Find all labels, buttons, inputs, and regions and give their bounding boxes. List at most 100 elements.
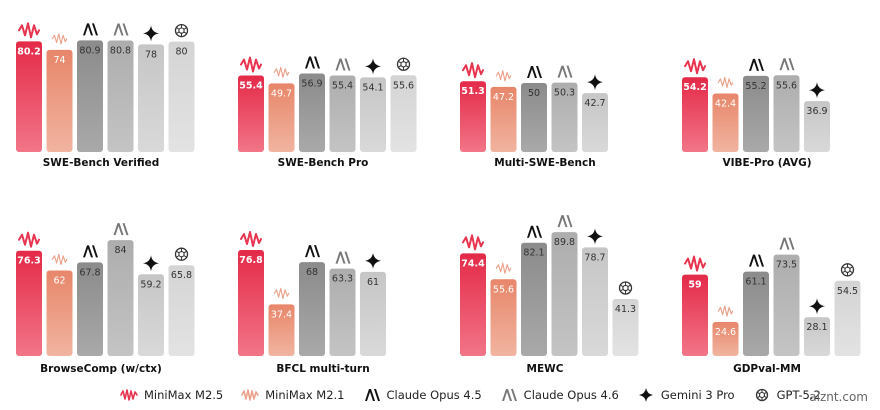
chart-panel: 80.2 74 80.9 80.8 78 80 SWE-Bench Verified: [16, 22, 195, 169]
anthropic-light-icon: [557, 65, 573, 78]
chart-title: GDPval-MM: [733, 363, 801, 375]
bar-value-label: 76.8: [239, 255, 263, 266]
bar: [16, 41, 42, 152]
bar-value-label: 80.9: [79, 45, 100, 56]
bar: [46, 270, 73, 356]
minimax-icon: [684, 58, 706, 75]
minimax-icon: [240, 56, 262, 73]
bar-value-label: 55.2: [745, 81, 766, 92]
bar-value-label: 56.9: [301, 78, 322, 89]
minimax-icon: [462, 62, 484, 79]
gemini-icon: [809, 298, 825, 315]
minimax-light-icon: [495, 70, 512, 82]
chart-title: VIBE-Pro (AVG): [722, 157, 811, 169]
bar-value-label: 67.8: [79, 267, 100, 278]
anthropic-icon: [83, 23, 98, 36]
bar-value-label: 74: [53, 55, 65, 66]
legend-label: MiniMax M2.1: [265, 388, 345, 402]
chart-title: MEWC: [527, 363, 564, 375]
bar: [390, 75, 417, 152]
minimax-icon: [18, 22, 40, 39]
anthropic-light-icon: [557, 215, 573, 228]
bar-value-label: 55.6: [776, 80, 797, 91]
bar-value-label: 61: [367, 277, 379, 288]
minimax-light-icon: [717, 305, 734, 317]
openai-icon: [840, 263, 855, 277]
bar-value-label: 54.2: [683, 82, 706, 93]
gemini-icon: [143, 255, 159, 272]
legend-label: MiniMax M2.5: [144, 388, 224, 402]
bar: [712, 322, 739, 356]
bar: [804, 317, 830, 356]
legend-item-minimax-m2-5: MiniMax M2.5: [120, 388, 223, 402]
bar: [268, 83, 295, 152]
anthropic-icon: [364, 389, 380, 401]
openai-icon: [174, 23, 189, 38]
chart-panel: 54.2 42.4 55.2 55.6 36.9 VIBE-Pro (AVG): [682, 58, 830, 169]
bar: [299, 262, 325, 356]
openai-icon: [755, 388, 768, 402]
bar: [551, 232, 578, 356]
bar: [582, 93, 608, 152]
legend: MiniMax M2.5 MiniMax M2.1 Claude Opus 4.…: [120, 386, 821, 404]
minimax-icon: [120, 389, 138, 401]
bar: [682, 77, 708, 152]
gemini-icon: [638, 388, 653, 402]
bar-value-label: 42.7: [584, 98, 605, 109]
anthropic-light-icon: [113, 223, 129, 236]
bar: [551, 82, 578, 152]
bar-value-label: 47.2: [493, 92, 514, 103]
bar-value-label: 82.1: [523, 248, 544, 259]
anthropic-icon: [527, 225, 542, 238]
bar-value-label: 41.3: [615, 304, 636, 315]
watermark: aiznt.com: [809, 390, 868, 404]
gemini-icon: [365, 252, 381, 269]
legend-item-claude-opus-4-6: Claude Opus 4.6: [500, 388, 619, 402]
bar-value-label: 74.4: [461, 258, 485, 269]
bar: [804, 101, 830, 152]
minimax-light-icon: [495, 262, 512, 274]
bar: [268, 304, 295, 356]
bar: [773, 75, 800, 152]
legend-item-claude-opus-4-5: Claude Opus 4.5: [363, 388, 482, 402]
bar: [743, 271, 769, 356]
anthropic-icon: [305, 56, 320, 69]
anthropic-icon: [305, 245, 320, 258]
bar: [834, 280, 861, 356]
bar: [77, 262, 103, 356]
minimax-light-icon: [51, 253, 68, 266]
bar: [582, 247, 608, 356]
legend-item-gpt-5-2: GPT-5.2: [753, 388, 821, 402]
anthropic-light-icon: [779, 58, 795, 71]
bar-value-label: 59.2: [140, 279, 161, 290]
bar-value-label: 54.1: [362, 82, 383, 93]
chart-panel: 76.3 62 67.8 84 59.2 65.8 BrowseComp (w/ctx): [16, 223, 195, 375]
anthropic-light-icon: [113, 23, 129, 36]
bar-value-label: 63.3: [332, 274, 353, 285]
minimax-light-icon: [717, 76, 734, 89]
bar-value-label: 55.6: [493, 284, 514, 295]
bar-value-label: 80: [175, 47, 187, 58]
bar: [460, 81, 486, 152]
chart-title: Multi-SWE-Bench: [494, 157, 595, 169]
gemini-icon: [143, 25, 159, 42]
minimax-light-icon: [273, 66, 290, 79]
bar: [138, 44, 164, 152]
bar: [168, 41, 195, 152]
anthropic-light-icon: [501, 389, 517, 401]
bar-value-label: 89.8: [554, 237, 575, 248]
chart-title: BFCL multi-turn: [276, 363, 369, 375]
bar: [460, 253, 486, 356]
legend-label: Gemini 3 Pro: [660, 388, 735, 402]
bar-value-label: 42.4: [715, 98, 736, 109]
legend-label: GPT-5.2: [776, 388, 821, 402]
bar-value-label: 54.5: [837, 286, 858, 297]
bar: [329, 75, 356, 152]
bar: [521, 242, 547, 356]
bar: [773, 254, 800, 356]
bar-value-label: 78: [145, 49, 157, 60]
bar-value-label: 51.3: [461, 86, 484, 97]
bar-value-label: 55.6: [393, 80, 414, 91]
bar: [299, 73, 325, 152]
